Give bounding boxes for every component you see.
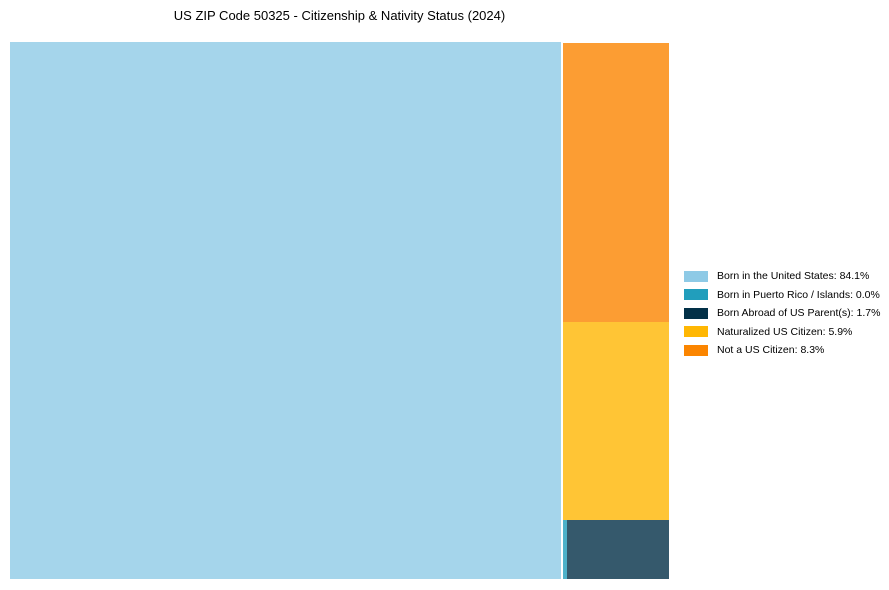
- legend-swatch: [684, 326, 708, 338]
- legend-label: Born Abroad of US Parent(s): 1.7%: [717, 307, 881, 319]
- treemap-segment-born-in-puerto-rico-islands: [562, 519, 567, 579]
- legend-item: Born Abroad of US Parent(s): 1.7%: [684, 304, 880, 323]
- legend-label: Naturalized US Citizen: 5.9%: [717, 325, 853, 338]
- treemap-segment-born-abroad-of-us-parents: [567, 519, 669, 579]
- treemap-segment-naturalized-us-citizen: [562, 322, 669, 520]
- legend-label: Born in Puerto Rico / Islands: 0.0%: [717, 288, 880, 301]
- legend-swatch: [684, 289, 708, 301]
- legend-label: Not a US Citizen: 8.3%: [717, 344, 825, 356]
- legend-swatch: [684, 344, 708, 356]
- legend-label: Born in the United States: 84.1%: [717, 270, 870, 282]
- legend: Born in the United States: 84.1% Born in…: [684, 267, 880, 360]
- legend-swatch: [684, 307, 708, 319]
- treemap-plot-area: [10, 42, 669, 579]
- treemap-segment-not-a-us-citizen: [562, 42, 669, 322]
- legend-item: Born in Puerto Rico / Islands: 0.0%: [684, 286, 880, 305]
- chart-title: US ZIP Code 50325 - Citizenship & Nativi…: [173, 8, 506, 23]
- treemap-segment-born-in-united-states: [10, 42, 561, 579]
- legend-item: Naturalized US Citizen: 5.9%: [684, 323, 880, 342]
- legend-swatch: [684, 270, 708, 282]
- legend-item: Born in the United States: 84.1%: [684, 267, 880, 286]
- legend-item: Not a US Citizen: 8.3%: [684, 341, 880, 360]
